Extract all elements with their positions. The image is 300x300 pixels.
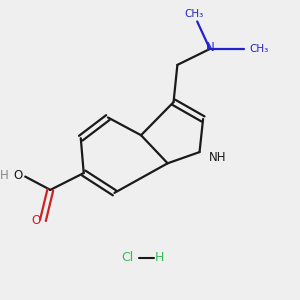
- Text: N: N: [206, 41, 214, 54]
- Text: H: H: [0, 169, 9, 182]
- Text: O: O: [32, 214, 41, 227]
- Text: Cl: Cl: [121, 251, 133, 264]
- Text: H: H: [155, 251, 164, 264]
- Text: CH₃: CH₃: [184, 8, 204, 19]
- Text: O: O: [14, 169, 23, 182]
- Text: NH: NH: [209, 151, 226, 164]
- Text: CH₃: CH₃: [250, 44, 269, 54]
